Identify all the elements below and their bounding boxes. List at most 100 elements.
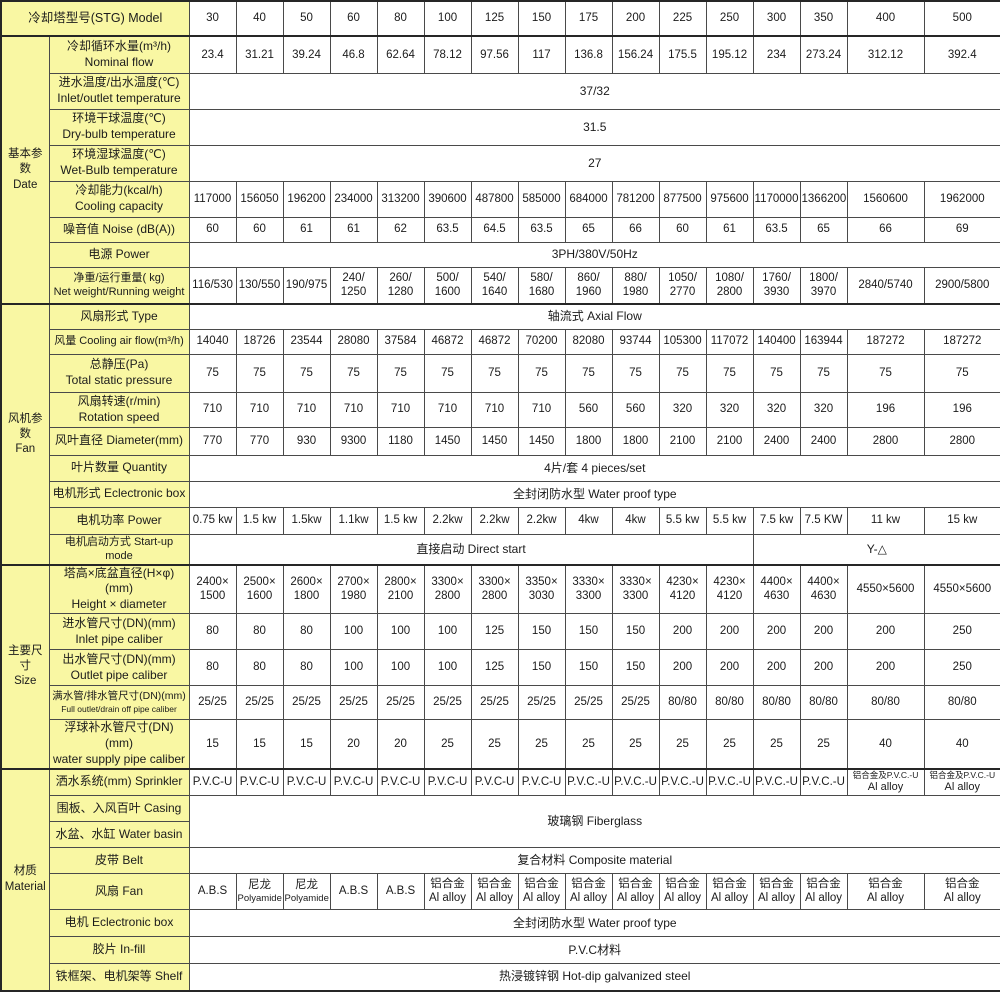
value-cell: 15 — [235, 719, 284, 769]
value-cell: 150 — [564, 649, 613, 687]
value-cell: 117072 — [705, 328, 754, 355]
value-cell: 100 — [329, 649, 378, 687]
group-basic-parameters: 基本参数 Date — [0, 35, 50, 305]
fan-material-en: Al alloy — [428, 892, 467, 905]
value-cell: 710 — [282, 391, 331, 428]
value-cell: 15 — [282, 719, 331, 769]
value-cell: 4230× 4120 — [705, 563, 754, 615]
value-cell: 240/ 1250 — [329, 266, 378, 305]
value-cell: 25 — [799, 719, 848, 769]
row-drain-pipe: 满水管/排水管尺寸(DN)(mm) Full outlet/drain off p… — [1, 685, 1000, 721]
value-cell: 7.5 KW — [799, 506, 848, 535]
row-label-dry-bulb-temperature: 环境干球温度(℃) Dry-bulb temperature — [48, 108, 190, 146]
sprinkler-value: P.V.C-U — [376, 767, 425, 796]
value-cell: 710 — [329, 391, 378, 428]
model-header-cell: 300 — [752, 0, 801, 37]
value-cell: 80 — [235, 613, 284, 651]
fan-material-value: 铝合金 Al alloy — [517, 873, 566, 910]
fan-material-en: Al alloy — [757, 892, 796, 905]
value-cell: 136.8 — [564, 35, 613, 74]
value-cell: 66 — [611, 216, 660, 243]
value-cell: 125 — [470, 649, 519, 687]
fan-material-en: Polyamide — [237, 893, 282, 905]
value-cell: 200 — [658, 613, 707, 651]
value-cell: 200 — [799, 649, 848, 687]
row-label-wet-bulb-temperature: 环境湿球温度(℃) Wet-Bulb temperature — [48, 144, 190, 182]
value-cell: 2600× 1800 — [282, 563, 331, 615]
row-label-casing: 围板、入风百叶 Casing — [48, 795, 190, 822]
value-cell: 62.64 — [376, 35, 425, 74]
row-supply-pipe: 浮球补水管尺寸(DN)(mm) water supply pipe calibe… — [1, 719, 1000, 769]
row-belt: 皮带 Belt 复合材料 Composite material — [1, 847, 1000, 874]
value-cell: 195.12 — [705, 35, 754, 74]
value-cell: 25/25 — [376, 685, 425, 721]
fan-material-value: 尼龙 Polyamide — [235, 873, 284, 910]
model-header-cell: 100 — [423, 0, 472, 37]
sprinkler-alloy-en: Al alloy — [867, 781, 904, 794]
fan-material-en: Al alloy — [663, 892, 702, 905]
value-cell: 196 — [846, 391, 925, 428]
blade-quantity-value: 4片/套 4 pieces/set — [188, 454, 1000, 482]
value-cell: 80/80 — [846, 685, 925, 721]
value-cell: 313200 — [376, 180, 425, 218]
row-label-startup-mode: 电机启动方式 Start-up mode — [48, 533, 190, 566]
value-cell: 1.5 kw — [376, 506, 425, 535]
value-cell: 117 — [517, 35, 566, 74]
value-cell: 25/25 — [517, 685, 566, 721]
value-cell: 2.2kw — [517, 506, 566, 535]
value-cell: 320 — [658, 391, 707, 428]
value-cell: 1.5 kw — [235, 506, 284, 535]
value-cell: 200 — [846, 613, 925, 651]
row-label-net-weight: 净重/运行重量( kg) Net weight/Running weight — [48, 266, 190, 305]
value-cell: 5.5 kw — [705, 506, 754, 535]
value-cell: 65 — [799, 216, 848, 243]
fan-material-zh: 铝合金 — [477, 878, 512, 891]
value-cell: 15 — [188, 719, 237, 769]
value-cell: 70200 — [517, 328, 566, 355]
value-cell: 3300× 2800 — [470, 563, 519, 615]
value-cell: 25 — [752, 719, 801, 769]
value-cell: 80/80 — [752, 685, 801, 721]
value-cell: 140400 — [752, 328, 801, 355]
value-cell: 175.5 — [658, 35, 707, 74]
value-cell: 64.5 — [470, 216, 519, 243]
value-cell: 187272 — [846, 328, 925, 355]
fan-material-zh: 铝合金 — [571, 878, 606, 891]
row-label-blade-diameter: 风叶直径 Diameter(mm) — [48, 426, 190, 456]
value-cell: 80/80 — [658, 685, 707, 721]
row-label-motor-power: 电机功率 Power — [48, 506, 190, 535]
fan-material-zh: 铝合金 — [945, 878, 980, 891]
value-cell: 25/25 — [235, 685, 284, 721]
sprinkler-alloy-zh: 铝合金及P.V.C.-U — [929, 769, 996, 780]
table-title: 冷却塔型号(STG) Model — [0, 0, 190, 37]
value-cell: 23.4 — [188, 35, 237, 74]
value-cell: 11 kw — [846, 506, 925, 535]
row-blade-diameter: 风叶直径 Diameter(mm) 770 770 930 9300 1180 1450 1… — [1, 426, 1000, 456]
value-cell: 40 — [923, 719, 1000, 769]
value-cell: 200 — [752, 649, 801, 687]
value-cell: 1560600 — [846, 180, 925, 218]
value-cell: 80 — [188, 613, 237, 651]
fan-material-en: Al alloy — [475, 892, 514, 905]
sprinkler-alloy-value: 铝合金及P.V.C.-U Al alloy — [923, 767, 1000, 796]
value-cell: 150 — [611, 613, 660, 651]
value-cell: 2400 — [752, 426, 801, 456]
value-cell: 320 — [799, 391, 848, 428]
power-supply-value: 3PH/380V/50Hz — [188, 241, 1000, 268]
value-cell: 1170000 — [752, 180, 801, 218]
value-cell: 116/530 — [188, 266, 237, 305]
value-cell: 75 — [423, 353, 472, 393]
value-cell: 4230× 4120 — [658, 563, 707, 615]
value-cell: 80/80 — [705, 685, 754, 721]
row-motor-power: 电机功率 Power 0.75 kw 1.5 kw 1.5kw 1.1kw 1.5 kw… — [1, 506, 1000, 535]
row-startup-mode: 电机启动方式 Start-up mode 直接启动 Direct start Y… — [1, 533, 1000, 566]
value-cell: 2100 — [658, 426, 707, 456]
fan-material-zh: 铝合金 — [618, 878, 653, 891]
row-label-supply-pipe: 浮球补水管尺寸(DN)(mm) water supply pipe calibe… — [48, 719, 190, 769]
value-cell: 80 — [282, 613, 331, 651]
fan-material-value: 铝合金 Al alloy — [705, 873, 754, 910]
value-cell: 9300 — [329, 426, 378, 456]
value-cell: 150 — [517, 613, 566, 651]
value-cell: 880/ 1980 — [611, 266, 660, 305]
fan-material-en: Al alloy — [522, 892, 561, 905]
